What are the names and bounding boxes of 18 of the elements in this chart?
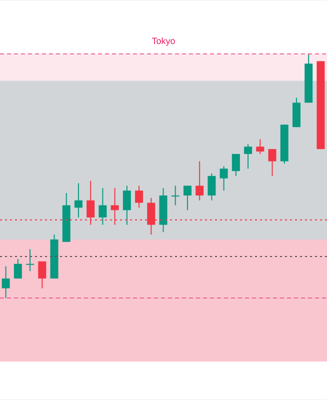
candlestick	[244, 144, 252, 170]
candlestick	[171, 185, 180, 206]
candlestick	[268, 148, 276, 176]
candlestick	[256, 138, 264, 154]
candlestick	[196, 160, 204, 201]
candlestick	[208, 173, 216, 201]
candlestick	[232, 153, 240, 176]
candlestick	[14, 258, 22, 280]
candlestick	[26, 248, 34, 272]
band-label: Tokyo	[152, 36, 176, 46]
candlestick	[135, 185, 144, 208]
candlestick	[183, 185, 192, 211]
candlestick	[2, 266, 10, 299]
candlestick	[98, 188, 107, 226]
candlestick	[38, 260, 46, 289]
candlestick	[220, 166, 228, 192]
candlestick	[74, 182, 82, 218]
candlestick	[122, 185, 131, 226]
